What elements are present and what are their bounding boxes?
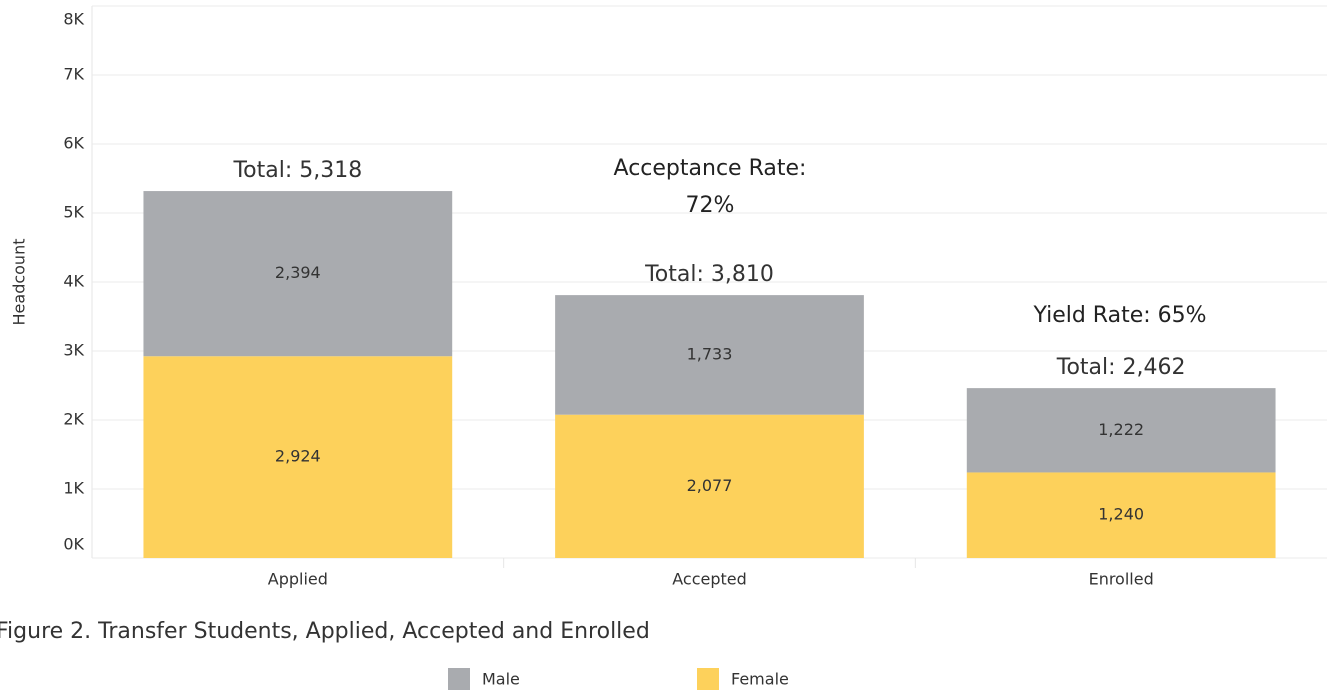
- legend-swatch: [697, 668, 719, 690]
- bar-segment: [966, 472, 1276, 558]
- value-label: 1,733: [687, 344, 733, 363]
- y-tick-label: 4K: [63, 272, 84, 291]
- y-tick-label: 8K: [63, 10, 84, 29]
- value-label: 1,240: [1098, 505, 1144, 524]
- legend-swatch: [448, 668, 470, 690]
- y-tick-label: 0K: [63, 535, 84, 554]
- bar-segment: [966, 388, 1276, 473]
- y-tick-label: 7K: [63, 65, 84, 84]
- bar-segment: [555, 295, 864, 415]
- yield-rate: Yield Rate: 65%: [1033, 303, 1207, 328]
- y-tick-label: 1K: [63, 479, 84, 498]
- value-label: 2,394: [275, 263, 321, 282]
- y-tick-label: 2K: [63, 410, 84, 429]
- x-tick-label: Accepted: [672, 570, 747, 589]
- bar-segment: [143, 191, 453, 357]
- y-tick-label: 6K: [63, 134, 84, 153]
- bar-segment: [143, 356, 453, 558]
- legend-label: Female: [731, 670, 789, 689]
- bar-segment: [555, 414, 864, 558]
- value-label: 2,077: [687, 476, 733, 495]
- total-label: Total: 3,810: [644, 262, 774, 287]
- x-tick-label: Enrolled: [1089, 570, 1154, 589]
- value-label: 2,924: [275, 447, 321, 466]
- caption: Figure 2. Transfer Students, Applied, Ac…: [0, 619, 650, 644]
- acceptance-rate: Acceptance Rate: 72%: [613, 156, 807, 218]
- total-label: Total: 5,318: [232, 158, 362, 183]
- x-tick-label: Applied: [268, 570, 328, 589]
- y-axis-label: Headcount: [10, 239, 29, 326]
- y-tick-label: 3K: [63, 341, 84, 360]
- y-tick-label: 5K: [63, 203, 84, 222]
- value-label: 1,222: [1098, 420, 1144, 439]
- total-label: Total: 2,462: [1056, 355, 1186, 380]
- legend-label: Male: [482, 670, 520, 689]
